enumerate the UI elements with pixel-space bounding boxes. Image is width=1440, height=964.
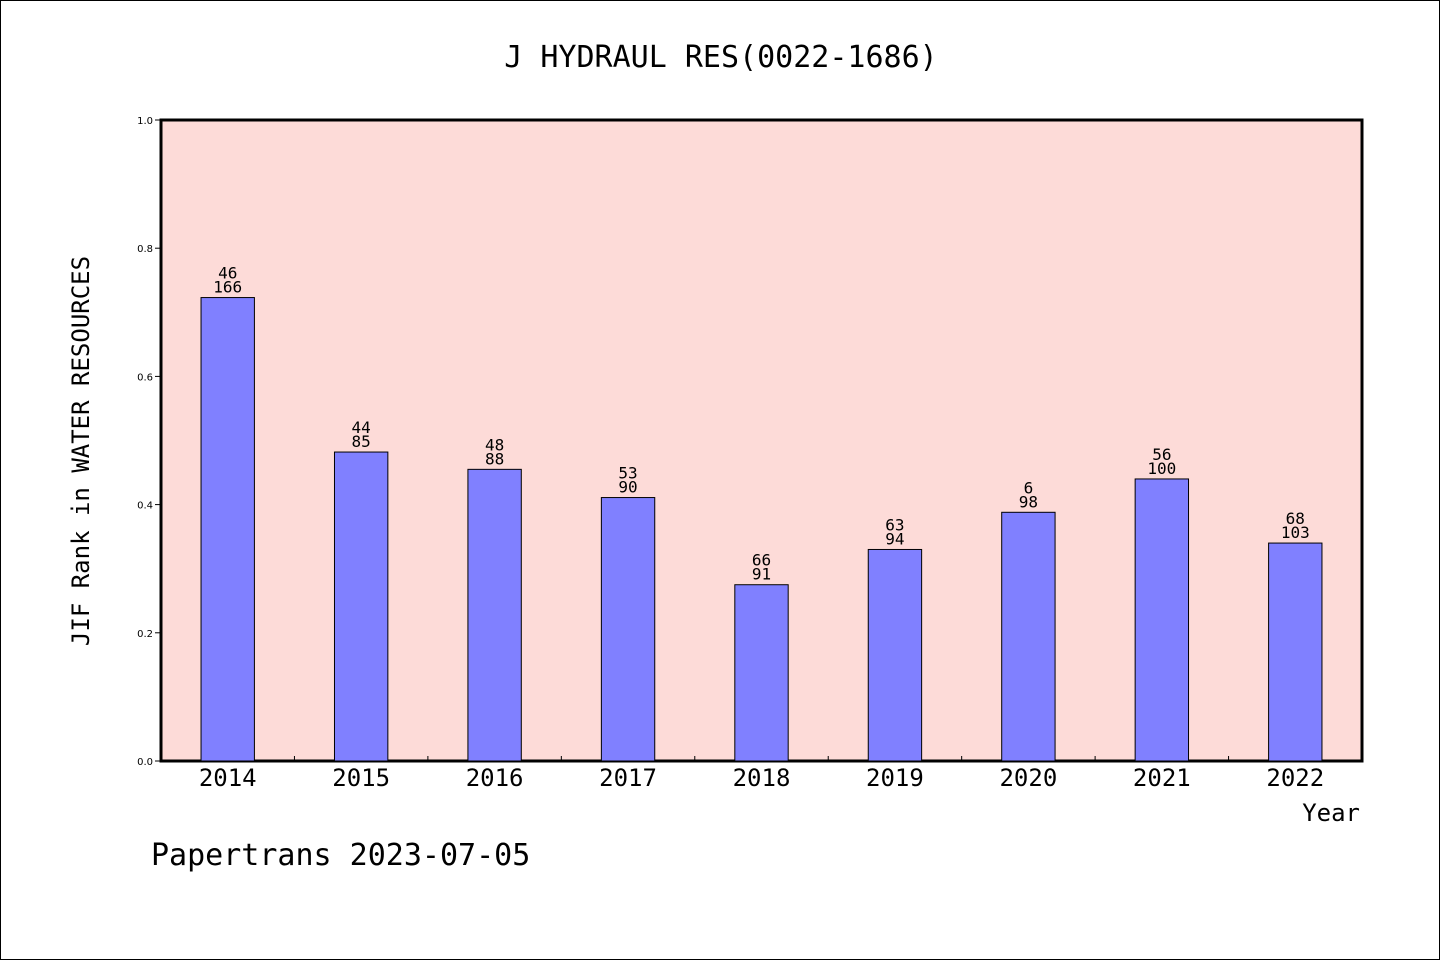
bar-rank-label: 48 [485, 435, 504, 454]
y-tick-label: 0.4 [137, 501, 153, 512]
bar-rank-label: 56 [1152, 445, 1171, 464]
y-tick-label: 0.0 [137, 757, 153, 768]
bar-rank-label: 66 [752, 551, 771, 570]
x-tick-label: 2015 [332, 764, 390, 792]
bar-total-label: 103 [1281, 523, 1310, 542]
x-tick-label: 2018 [733, 764, 791, 792]
bar-total-label: 94 [885, 529, 904, 548]
bar-2018 [734, 584, 789, 762]
bar-2022 [1268, 542, 1323, 762]
x-axis: 2014 2015 2016 2017 2018 2019 2020 2021 2022 [199, 756, 1324, 792]
footer-text: Papertrans 2023-07-05 [151, 838, 530, 873]
bar-total-label: 100 [1147, 459, 1176, 478]
bar-2017 [600, 497, 656, 762]
y-tick-label: 1.0 [137, 116, 153, 127]
bar-2015 [333, 451, 389, 762]
y-tick-label: 0.2 [137, 629, 153, 640]
y-tick-label: 0.8 [137, 244, 153, 255]
bar-2021 [1134, 478, 1190, 762]
x-tick-label: 2021 [1133, 764, 1191, 792]
bar-2014 [200, 297, 255, 762]
bar-total-label: 166 [213, 278, 242, 297]
x-tick-label: 2019 [866, 764, 924, 792]
bar-rank-label: 6 [1024, 478, 1034, 497]
bar-total-label: 90 [618, 478, 637, 497]
x-tick-label: 2022 [1266, 764, 1324, 792]
bar-rank-label: 53 [618, 464, 637, 483]
chart-title: J HYDRAUL RES(0022-1686) [504, 40, 937, 75]
bar-rank-label: 44 [352, 418, 371, 437]
bar-2019 [867, 548, 923, 762]
bar-2016 [467, 468, 522, 762]
bar-total-label: 98 [1019, 492, 1038, 511]
x-tick-label: 2020 [999, 764, 1057, 792]
y-axis: 0.0 0.2 0.4 0.6 0.8 1.0 [137, 116, 161, 768]
bar-total-label: 91 [752, 565, 771, 584]
bar-rank-label: 63 [885, 515, 904, 534]
x-axis-label: Year [1302, 799, 1360, 827]
x-tick-label: 2016 [466, 764, 524, 792]
x-tick-label: 2014 [199, 764, 257, 792]
y-tick-label: 0.6 [137, 372, 153, 383]
bar-rank-label: 46 [218, 264, 237, 283]
x-tick-label: 2017 [599, 764, 657, 792]
bar-2020 [1001, 511, 1056, 762]
bar-total-label: 85 [352, 432, 371, 451]
bar-rank-label: 68 [1286, 509, 1305, 528]
bar-total-label: 88 [485, 449, 504, 468]
y-axis-label: JIF Rank in WATER RESOURCES [67, 256, 95, 646]
